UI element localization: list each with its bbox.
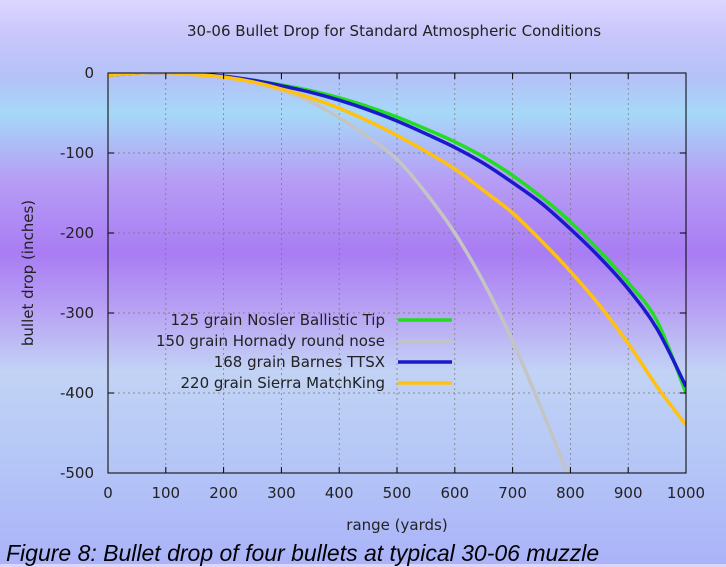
x-tick-label: 800: [556, 484, 585, 502]
y-tick-label: -400: [60, 384, 94, 402]
chart-title: 30-06 Bullet Drop for Standard Atmospher…: [187, 22, 601, 40]
x-tick-label: 300: [267, 484, 296, 502]
legend: 125 grain Nosler Ballistic Tip 150 grain …: [156, 311, 452, 392]
x-tick-label: 1000: [667, 484, 705, 502]
x-tick-label: 100: [151, 484, 180, 502]
legend-label: 220 grain Sierra MatchKing: [181, 374, 385, 392]
y-tick-label: -500: [60, 464, 94, 482]
y-axis-label: bullet drop (inches): [19, 200, 37, 346]
x-tick-label: 0: [103, 484, 113, 502]
y-tick-label: 0: [84, 64, 94, 82]
x-tick-label: 600: [440, 484, 469, 502]
legend-label: 125 grain Nosler Ballistic Tip: [170, 311, 385, 329]
grid-lines: [107, 72, 687, 474]
bullet-drop-chart: 30-06 Bullet Drop for Standard Atmospher…: [19, 22, 705, 534]
series-line-4: [108, 73, 686, 427]
y-tick-label: -200: [60, 224, 94, 242]
x-tick-label: 200: [209, 484, 238, 502]
x-tick-label: 700: [498, 484, 527, 502]
legend-label: 150 grain Hornady round nose: [156, 332, 385, 350]
x-tick-label: 500: [383, 484, 412, 502]
axis-ticks: 0 100 200 300 400 500 600 700 800 900 1000 0 -100 -20…: [60, 64, 705, 502]
y-tick-label: -300: [60, 304, 94, 322]
legend-label: 168 grain Barnes TTSX: [214, 353, 385, 371]
x-axis-label: range (yards): [346, 516, 447, 534]
figure-caption: Figure 8: Bullet drop of four bullets at…: [6, 540, 600, 566]
x-tick-label: 400: [325, 484, 354, 502]
x-tick-label: 900: [614, 484, 643, 502]
y-tick-label: -100: [60, 144, 94, 162]
series-lines: [108, 73, 686, 473]
